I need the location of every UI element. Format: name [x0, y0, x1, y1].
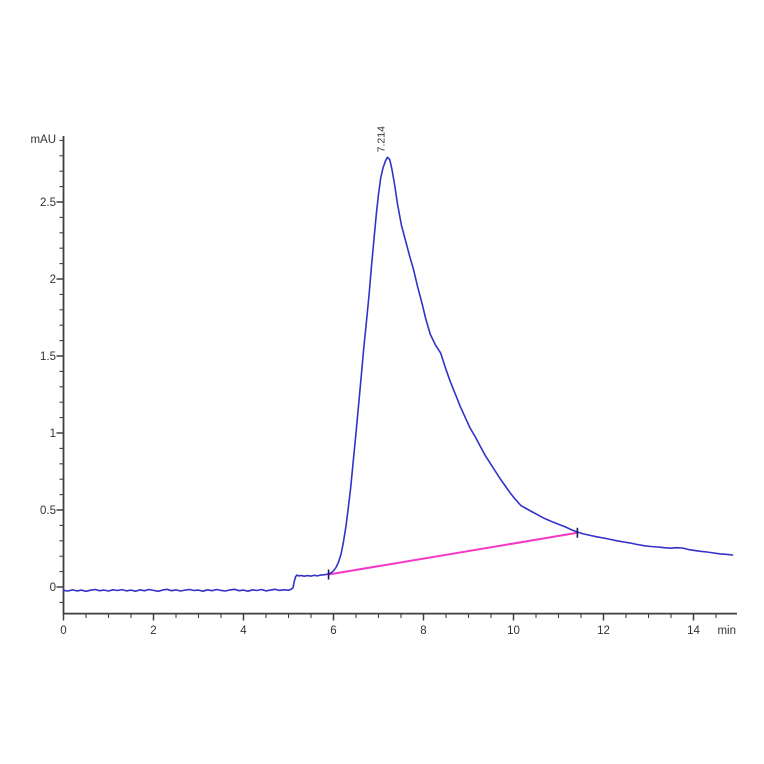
y-tick-label: 0.5 — [40, 505, 56, 517]
x-tick-label: 14 — [687, 625, 700, 637]
x-tick-label: 10 — [507, 625, 520, 637]
x-tick-label: 6 — [330, 625, 336, 637]
x-tick-label: 12 — [597, 625, 610, 637]
y-tick-label: 2.5 — [40, 197, 56, 209]
x-tick-label: 0 — [60, 625, 66, 637]
integration-baseline — [327, 531, 579, 576]
y-tick-label: 0 — [50, 582, 56, 594]
y-tick-label: 1 — [50, 428, 56, 440]
peak-retention-time-label: 7.214 — [376, 126, 388, 152]
x-axis-unit-label: min — [717, 625, 736, 637]
x-tick-label: 8 — [420, 625, 426, 637]
chromatogram-trace — [62, 156, 734, 593]
x-tick-label: 4 — [240, 625, 247, 637]
y-axis-unit-label: mAU — [30, 134, 56, 146]
y-tick-label: 1.5 — [40, 351, 56, 363]
x-tick-label: 2 — [150, 625, 156, 637]
y-tick-label: 2 — [50, 274, 56, 286]
